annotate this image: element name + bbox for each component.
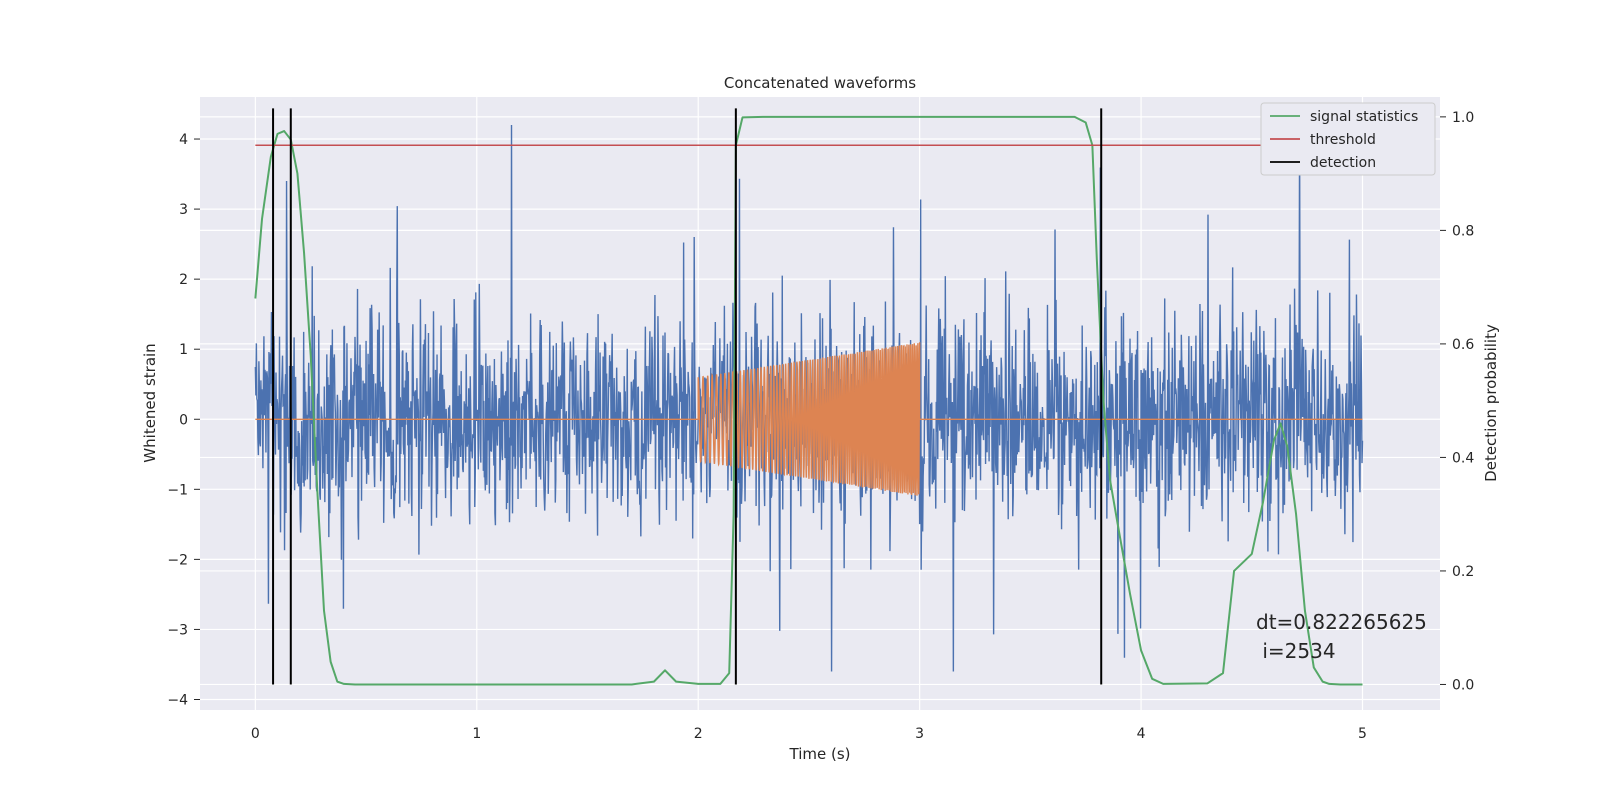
y2-tick-label: 0.2: [1452, 564, 1474, 580]
y2-tick-label: 1.0: [1452, 110, 1474, 126]
y2-axis-label: Detection probability: [1482, 324, 1500, 482]
strain-noise-line: [254, 125, 1364, 672]
y-tick-label: 1: [179, 342, 188, 358]
y-tick-label: −1: [167, 482, 188, 498]
annotation-i: i=2534: [1256, 639, 1336, 663]
y-tick-label: 4: [179, 132, 188, 148]
y-tick-label: 3: [179, 202, 188, 218]
y2-tick-label: 0.8: [1452, 223, 1474, 239]
x-tick-label: 5: [1358, 726, 1367, 742]
series-layer: [254, 108, 1364, 686]
y-tick-label: −4: [167, 692, 188, 708]
x-tick-label: 2: [694, 726, 703, 742]
y2-tick-label: 0.6: [1452, 337, 1474, 353]
legend-label-signal-statistics: signal statistics: [1310, 109, 1418, 125]
x-tick-label: 3: [915, 726, 924, 742]
y-tick-label: 2: [179, 272, 188, 288]
x-tick-label: 1: [472, 726, 481, 742]
ticks: 0 1 2 3 4 5 −4 −3 −2 −1 0 1 2 3 4 0.0 0.2 0.4 0.6 0.8 1.0: [167, 110, 1474, 742]
chart-title: Concatenated waveforms: [724, 74, 916, 92]
x-tick-label: 4: [1137, 726, 1146, 742]
y-axis-label: Whitened strain: [141, 343, 159, 462]
legend-box: [1260, 102, 1436, 176]
legend-label-threshold: threshold: [1310, 132, 1376, 148]
x-tick-label: 0: [251, 726, 260, 742]
y-tick-label: −2: [167, 552, 188, 568]
signal-statistics-line: [254, 115, 1363, 686]
legend: signal statistics threshold detection: [1260, 102, 1436, 176]
x-axis-label: Time (s): [789, 745, 851, 763]
y2-tick-label: 0.4: [1452, 450, 1474, 466]
y2-tick-label: 0.0: [1452, 677, 1474, 693]
y-tick-label: −3: [167, 622, 188, 638]
annotation-dt: dt=0.822265625: [1256, 610, 1427, 634]
legend-label-detection: detection: [1310, 155, 1376, 171]
y-tick-label: 0: [179, 412, 188, 428]
